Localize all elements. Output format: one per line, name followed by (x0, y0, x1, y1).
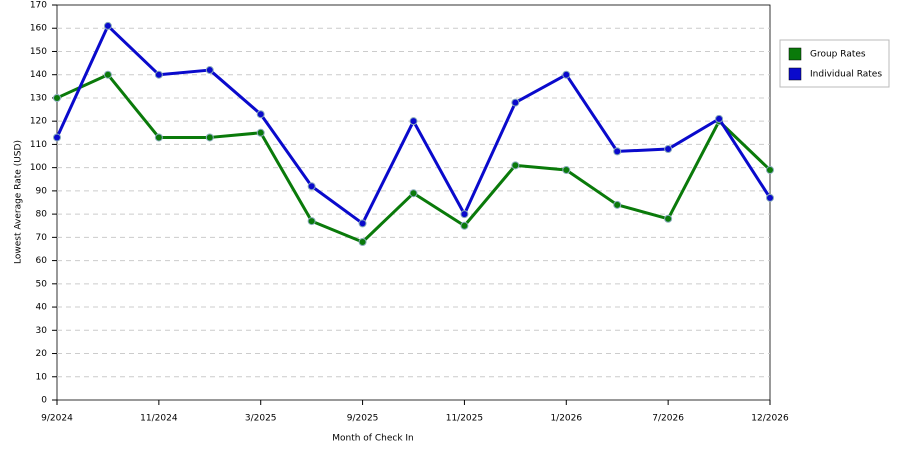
data-point (511, 98, 520, 107)
data-point (103, 21, 112, 30)
x-tick-label: 11/2024 (140, 414, 178, 424)
y-tick-label: 30 (36, 326, 48, 336)
data-point (664, 145, 673, 154)
y-tick-label: 170 (30, 1, 47, 11)
data-point (664, 214, 673, 223)
legend-label: Individual Rates (810, 70, 882, 80)
data-point (154, 133, 163, 142)
x-tick-label: 9/2024 (41, 414, 73, 424)
data-point (358, 238, 367, 246)
data-point (53, 93, 61, 102)
data-point (460, 221, 469, 230)
y-tick-label: 130 (30, 93, 47, 103)
data-point (103, 70, 112, 79)
x-tick-label: 1/2026 (550, 414, 582, 424)
y-tick-label: 160 (30, 24, 47, 34)
y-axis-label: Lowest Average Rate (USD) (14, 140, 24, 264)
data-point (409, 189, 418, 198)
data-point (460, 210, 469, 219)
y-tick-label: 70 (36, 233, 48, 243)
data-point (154, 70, 163, 79)
data-point (256, 110, 265, 119)
y-tick-label: 50 (36, 279, 48, 289)
data-point (358, 219, 367, 228)
y-tick-label: 110 (30, 140, 47, 150)
data-point (409, 117, 418, 126)
data-point (205, 66, 214, 75)
x-tick-label: 3/2025 (245, 414, 277, 424)
x-tick-label: 7/2026 (652, 414, 684, 424)
data-point (766, 193, 774, 202)
data-point (307, 217, 316, 226)
x-tick-label: 9/2025 (347, 414, 379, 424)
y-tick-label: 0 (41, 396, 47, 406)
y-tick-label: 100 (30, 163, 47, 173)
legend-swatch (788, 67, 802, 81)
data-point (715, 114, 724, 123)
data-point (307, 182, 316, 191)
data-point (766, 165, 774, 174)
x-tick-label: 11/2025 (446, 414, 483, 424)
y-tick-label: 20 (36, 349, 48, 359)
y-tick-label: 80 (36, 210, 48, 220)
data-point (613, 200, 622, 209)
legend-label: Group Rates (810, 50, 866, 60)
data-point (511, 161, 520, 170)
y-tick-label: 40 (36, 303, 48, 313)
y-tick-label: 120 (30, 117, 47, 127)
y-tick-label: 60 (36, 256, 48, 266)
data-point (53, 133, 61, 142)
legend-swatch (788, 47, 802, 61)
y-tick-label: 10 (36, 372, 48, 382)
plot-area (56, 4, 771, 401)
x-tick-label: 12/2026 (751, 414, 789, 424)
y-tick-label: 140 (30, 70, 47, 80)
x-axis-label: Month of Check In (332, 434, 414, 444)
y-tick-label: 150 (30, 47, 47, 57)
data-point (613, 147, 622, 156)
data-point (562, 70, 571, 79)
data-point (256, 128, 265, 137)
y-tick-label: 90 (36, 186, 48, 196)
data-point (562, 165, 571, 174)
data-point (205, 133, 214, 142)
